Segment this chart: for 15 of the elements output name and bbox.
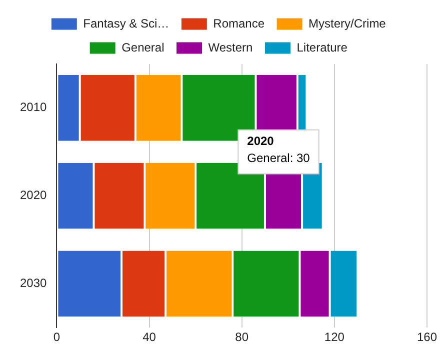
- y-tick-label: 2010: [20, 100, 48, 114]
- x-tick-label: 0: [53, 330, 60, 344]
- legend-label: Fantasy & Sci…: [83, 16, 170, 30]
- x-tick-label: 40: [142, 330, 156, 344]
- legend-label: Mystery/Crime: [308, 16, 386, 30]
- x-tick-label: 120: [324, 330, 345, 344]
- x-tick-label: 80: [235, 330, 249, 344]
- legend-label: Romance: [213, 16, 265, 30]
- legend-label: Literature: [296, 40, 348, 54]
- y-tick-label: 2020: [20, 188, 48, 202]
- legend-label: Western: [208, 40, 253, 54]
- annotation: 2020 General: 30: [247, 134, 310, 166]
- x-tick-label: 160: [416, 330, 438, 344]
- y-tick-label: 2030: [20, 276, 48, 290]
- legend-label: General: [122, 40, 164, 54]
